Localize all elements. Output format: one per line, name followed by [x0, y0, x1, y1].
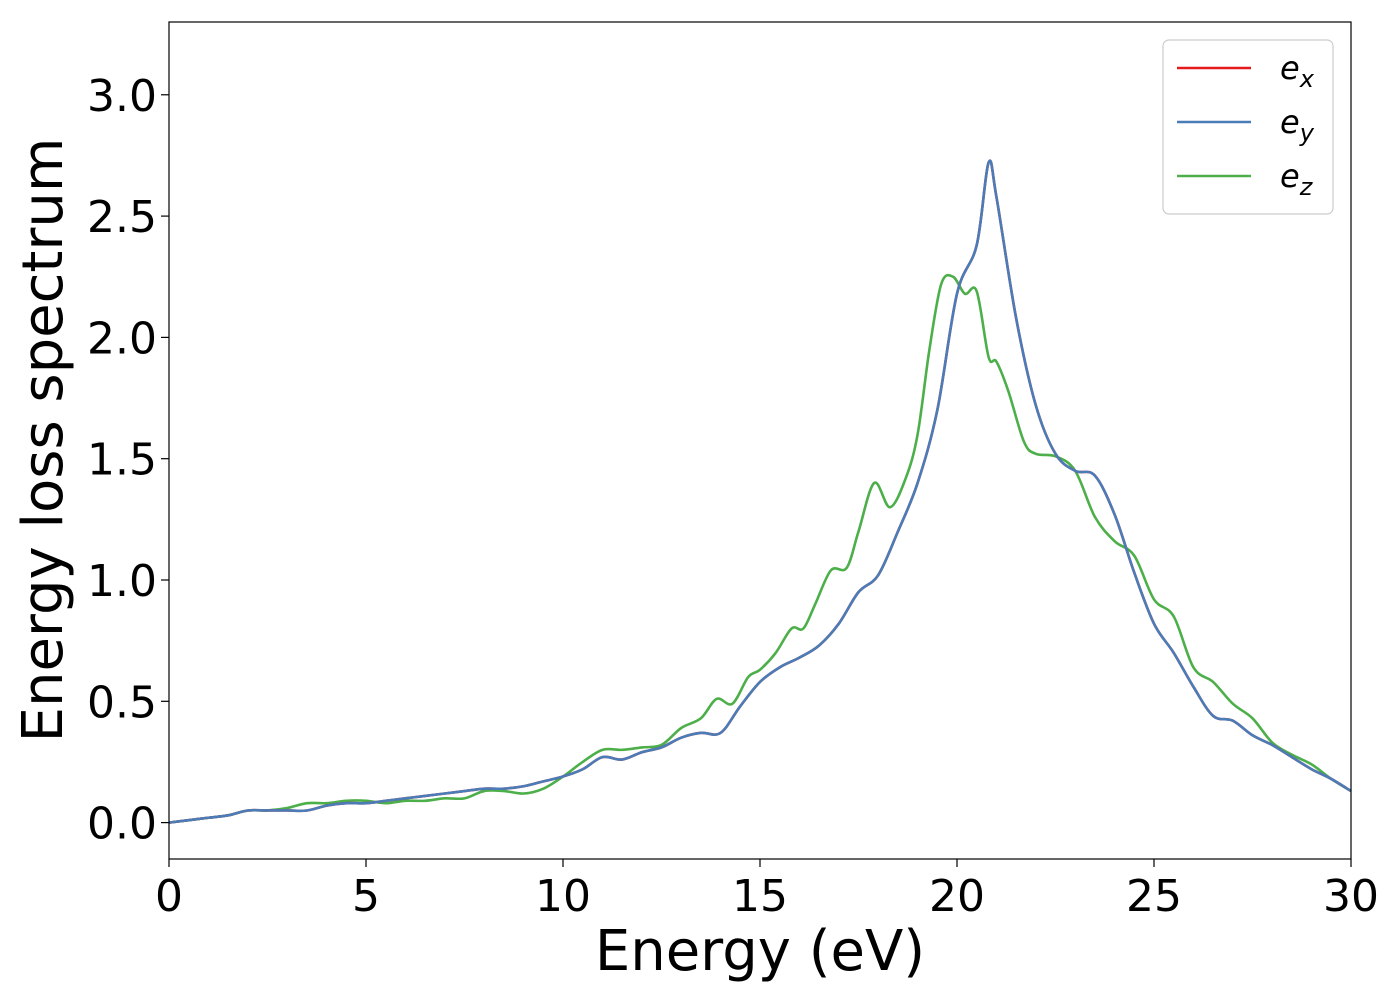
legend-label-e-y: ey [1280, 103, 1315, 147]
x-axis: 0 5 10 15 20 25 30 [155, 859, 1379, 922]
legend-label-e-z: ez [1280, 157, 1314, 201]
x-tick-label: 0 [155, 871, 183, 922]
y-tick-label: 0.0 [87, 799, 157, 850]
x-tick-label: 5 [352, 871, 380, 922]
y-tick-label: 1.0 [87, 556, 157, 607]
y-axis-title: Energy loss spectrum [11, 138, 76, 743]
x-tick-label: 15 [732, 871, 788, 922]
legend-label-base: e [1280, 49, 1300, 87]
x-tick-label: 10 [535, 871, 591, 922]
y-tick-label: 2.0 [87, 313, 157, 364]
legend-label-subscript: z [1299, 173, 1314, 201]
y-tick-label: 3.0 [87, 71, 157, 122]
x-axis-title: Energy (eV) [595, 919, 925, 984]
x-tick-label: 30 [1323, 871, 1379, 922]
series-line-e-y [168, 159, 1352, 824]
legend-label-subscript: y [1299, 119, 1315, 147]
x-tick-label: 20 [929, 871, 985, 922]
series-layer [168, 159, 1352, 824]
y-tick-label: 2.5 [87, 192, 157, 243]
legend-label-subscript: x [1299, 65, 1315, 93]
legend-box [1162, 39, 1334, 215]
y-axis: 0.0 0.5 1.0 1.5 2.0 2.5 3.0 [87, 71, 169, 850]
legend-label-e-x: ex [1280, 49, 1315, 93]
x-tick-label: 25 [1126, 871, 1182, 922]
series-line-e-z [168, 273, 1352, 824]
y-tick-label: 0.5 [87, 677, 157, 728]
legend-label-base: e [1280, 157, 1300, 195]
series-line-e-x [168, 159, 1352, 824]
y-tick-label: 1.5 [87, 435, 157, 486]
legend-label-base: e [1280, 103, 1300, 141]
